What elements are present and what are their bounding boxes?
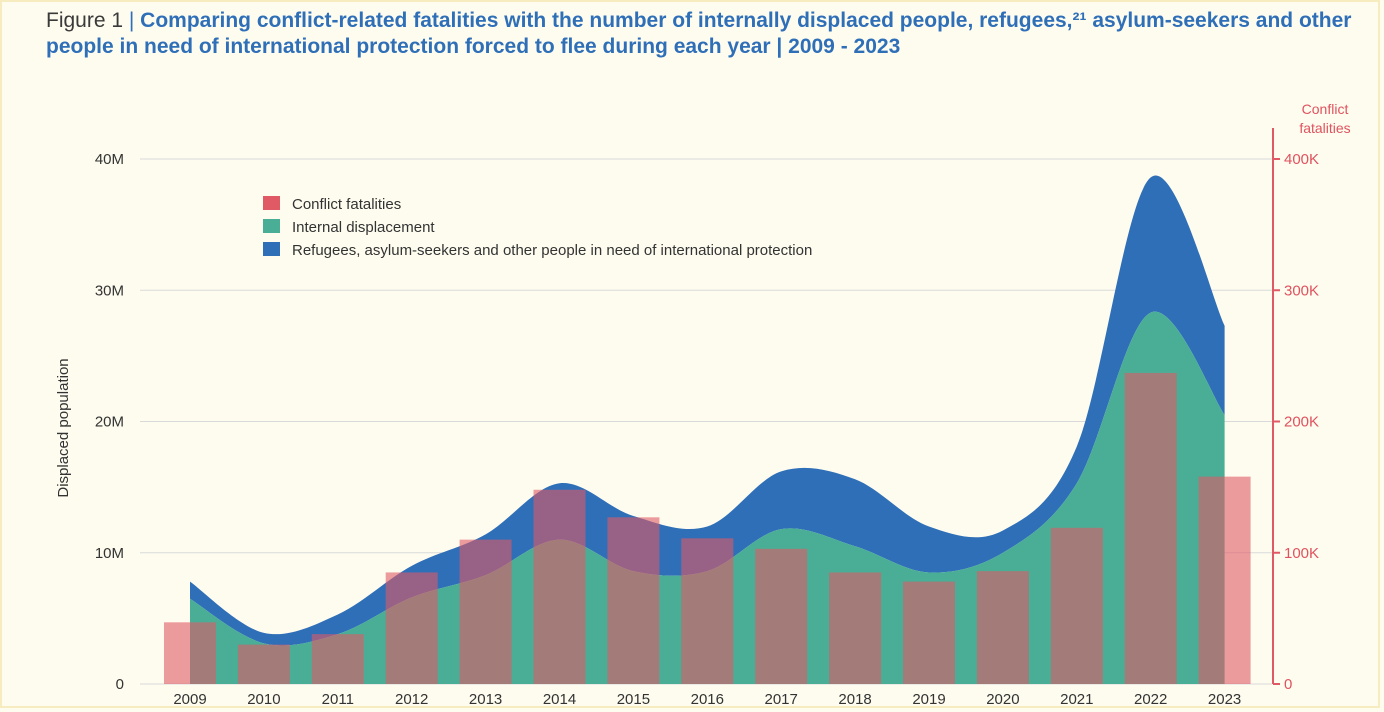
x-tick-label: 2018 xyxy=(838,691,871,708)
y-tick-label: 30M xyxy=(95,282,124,299)
y-right-axis-label-line2: fatalities xyxy=(1299,120,1350,136)
x-tick-label: 2010 xyxy=(247,691,280,708)
y-tick-label: 10M xyxy=(95,545,124,562)
fatalities-bar xyxy=(903,581,955,684)
legend: Conflict fatalities Internal displacement… xyxy=(263,196,812,259)
y-tick-label: 40M xyxy=(95,151,124,168)
x-tick-label: 2017 xyxy=(765,691,798,708)
fatalities-bar xyxy=(976,571,1029,684)
x-tick-label: 2011 xyxy=(322,691,354,708)
fatalities-bar xyxy=(385,572,438,684)
x-tick-label: 2014 xyxy=(543,691,576,708)
x-tick-label: 2019 xyxy=(912,691,945,708)
y-right-tick-label: 400K xyxy=(1284,151,1319,168)
y-right-tick-label: 0 xyxy=(1284,676,1292,693)
axes: 0 10M 20M 30M 40M 0 100K 200K 300K 400K Conflict fa… xyxy=(55,101,1351,708)
figure-title: Figure 1 | Comparing conflict-related fa… xyxy=(46,8,1366,60)
x-tick-label: 2016 xyxy=(691,691,724,708)
figure-title-text: Comparing conflict-related fatalities wi… xyxy=(46,9,1352,58)
fatalities-bar xyxy=(311,634,364,684)
x-tick-label: 2021 xyxy=(1060,691,1093,708)
x-tick-label: 2012 xyxy=(395,691,428,708)
fatalities-bar xyxy=(829,572,882,684)
y-right-tick-label: 200K xyxy=(1284,414,1319,431)
bar-series xyxy=(164,372,1251,684)
fatalities-bar xyxy=(459,539,512,684)
x-tick-label: 2015 xyxy=(617,691,650,708)
internal-displacement-area xyxy=(190,311,1225,684)
fatalities-bar xyxy=(533,489,586,684)
figure-label: Figure 1 xyxy=(46,9,124,32)
x-tick-label: 2013 xyxy=(469,691,502,708)
x-tick-label: 2009 xyxy=(173,691,206,708)
fatalities-bar xyxy=(755,548,808,684)
y-tick-label: 0 xyxy=(116,676,124,693)
fatalities-bar xyxy=(681,538,734,684)
y-right-tick-label: 100K xyxy=(1284,545,1319,562)
figure-separator: | xyxy=(123,9,141,32)
y-tick-label: 20M xyxy=(95,414,124,431)
legend-swatch xyxy=(263,242,280,256)
y-right-tick-label: 300K xyxy=(1284,282,1319,299)
fatalities-bar xyxy=(1050,527,1103,684)
legend-swatch xyxy=(263,196,280,210)
fatalities-bar xyxy=(237,644,290,684)
y-right-axis-label-line1: Conflict xyxy=(1302,101,1349,117)
legend-label: Internal displacement xyxy=(292,219,435,236)
x-tick-label: 2020 xyxy=(986,691,1019,708)
legend-label: Conflict fatalities xyxy=(292,196,401,213)
fatalities-bar xyxy=(1198,476,1251,684)
x-tick-label: 2023 xyxy=(1208,691,1241,708)
legend-swatch xyxy=(263,219,280,233)
fatalities-bar xyxy=(1124,372,1177,684)
fatalities-bar xyxy=(164,622,216,684)
legend-label: Refugees, asylum-seekers and other peopl… xyxy=(292,242,812,259)
fatalities-bar xyxy=(607,517,660,684)
y-axis-label: Displaced population xyxy=(55,358,72,497)
x-tick-label: 2022 xyxy=(1134,691,1167,708)
